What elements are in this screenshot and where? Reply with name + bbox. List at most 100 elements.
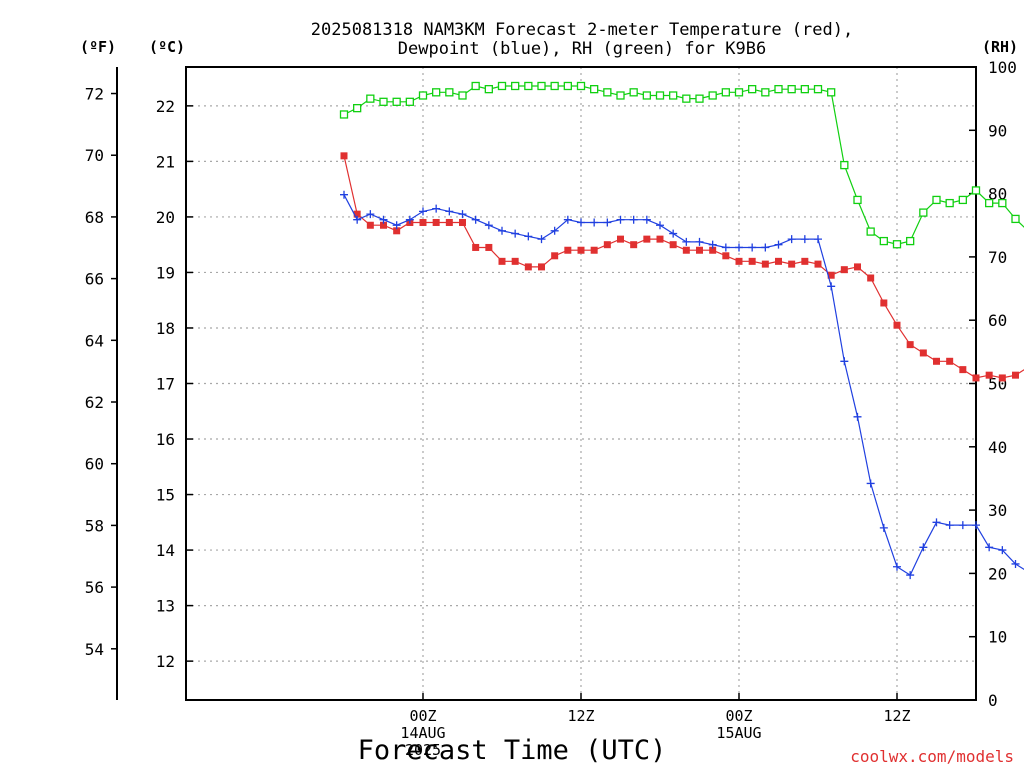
dewpoint-point — [550, 226, 559, 235]
fahrenheit-unit-label: (ºF) — [80, 38, 116, 56]
temperature-point — [906, 341, 914, 349]
temperature-point — [538, 263, 545, 271]
dewpoint-point — [379, 215, 388, 224]
x-tick-label: 12Z — [567, 707, 594, 725]
dewpoint-point — [906, 571, 915, 580]
dewpoint-point — [735, 243, 743, 252]
celsius-tick-label: 17 — [156, 375, 175, 394]
temperature-point — [577, 246, 585, 254]
temperature-point — [432, 218, 440, 226]
dewpoint-point — [1011, 559, 1020, 568]
temperature-point — [946, 357, 954, 365]
temperature-point — [511, 257, 519, 265]
dewpoint-point — [958, 521, 967, 530]
temperature-point — [459, 218, 466, 226]
celsius-tick-label: 18 — [156, 319, 175, 338]
dewpoint-point — [827, 282, 836, 291]
celsius-tick-label: 13 — [156, 597, 175, 616]
rh-point — [840, 160, 849, 170]
dewpoint-point — [945, 521, 954, 530]
fahrenheit-tick-label: 64 — [85, 331, 104, 350]
rh-point — [774, 85, 783, 94]
chart-title-line-2: Dewpoint (blue), RH (green) for K9B6 — [398, 39, 766, 59]
rh-point — [761, 88, 770, 97]
rh-tick-label: 70 — [988, 248, 1007, 267]
rh-point — [1011, 214, 1020, 224]
dewpoint-point — [445, 207, 454, 216]
temperature-point — [498, 257, 506, 265]
rh-point — [603, 88, 612, 97]
temperature-point — [735, 257, 743, 265]
temperature-line — [343, 155, 1024, 379]
dewpoint-point — [787, 235, 796, 244]
rh-point — [484, 85, 493, 94]
rh-point — [734, 88, 744, 97]
rh-point — [998, 198, 1007, 208]
rh-point — [800, 85, 809, 94]
dewpoint-line — [343, 194, 1024, 576]
rh-tick-label: 40 — [988, 438, 1007, 457]
temperature-point — [748, 257, 756, 265]
rh-point — [379, 97, 388, 106]
temperature-point — [1012, 371, 1019, 379]
rh-point — [721, 88, 730, 97]
dewpoint-point — [879, 523, 888, 532]
dewpoint-point — [577, 218, 585, 227]
dewpoint-series — [340, 190, 1024, 580]
data-series — [339, 81, 1024, 580]
rh-point — [985, 198, 994, 208]
temperature-point — [985, 371, 993, 379]
dewpoint-point — [972, 521, 980, 530]
rh-point — [339, 110, 349, 119]
temperature-point — [854, 263, 861, 271]
rh-point — [827, 88, 836, 97]
rh-tick-label: 10 — [988, 628, 1007, 647]
x-tick-label: 00Z — [725, 707, 752, 725]
dewpoint-point — [405, 215, 414, 224]
rh-point — [616, 91, 625, 100]
rh-point — [445, 88, 454, 97]
fahrenheit-tick-label: 68 — [85, 208, 104, 227]
rh-point — [853, 195, 862, 205]
temperature-point — [643, 235, 651, 243]
rh-point — [576, 81, 586, 91]
temperature-point — [972, 374, 980, 382]
rh-tick-label: 20 — [988, 564, 1007, 583]
temperature-point — [998, 374, 1006, 382]
rh-point — [590, 85, 599, 94]
temperature-point — [696, 246, 703, 254]
dewpoint-point — [353, 215, 362, 224]
rh-tick-label: 100 — [988, 58, 1017, 77]
temperature-point — [775, 257, 782, 265]
rh-point — [958, 195, 967, 205]
rh-tick-label: 80 — [988, 185, 1007, 204]
rh-point — [655, 91, 665, 100]
rh-point — [550, 81, 559, 91]
rh-point — [669, 91, 678, 100]
dewpoint-point — [340, 190, 348, 199]
celsius-tick-label: 20 — [156, 208, 175, 227]
rh-point — [866, 227, 875, 236]
fahrenheit-tick-label: 56 — [85, 578, 104, 597]
dewpoint-point — [498, 226, 506, 235]
temperature-point — [551, 252, 559, 260]
dewpoint-point — [366, 210, 375, 219]
dewpoint-point — [511, 229, 520, 238]
temperature-point — [801, 257, 809, 265]
dewpoint-point — [932, 518, 941, 527]
dewpoint-point — [774, 240, 783, 249]
x-tick-label: 00Z — [409, 707, 436, 725]
temperature-point — [353, 210, 361, 218]
dewpoint-point — [748, 243, 757, 252]
temperature-point — [472, 243, 480, 251]
dewpoint-point — [840, 357, 849, 366]
temperature-point — [709, 246, 717, 254]
temperature-point — [919, 349, 927, 357]
rh-point — [353, 103, 362, 113]
rh-unit-label: (RH) — [982, 38, 1018, 56]
celsius-tick-label: 19 — [156, 263, 175, 282]
fahrenheit-tick-label: 58 — [85, 516, 104, 535]
rh-point — [932, 195, 941, 205]
rh-point — [497, 81, 507, 91]
x-tick-label: 14AUG — [400, 724, 445, 742]
